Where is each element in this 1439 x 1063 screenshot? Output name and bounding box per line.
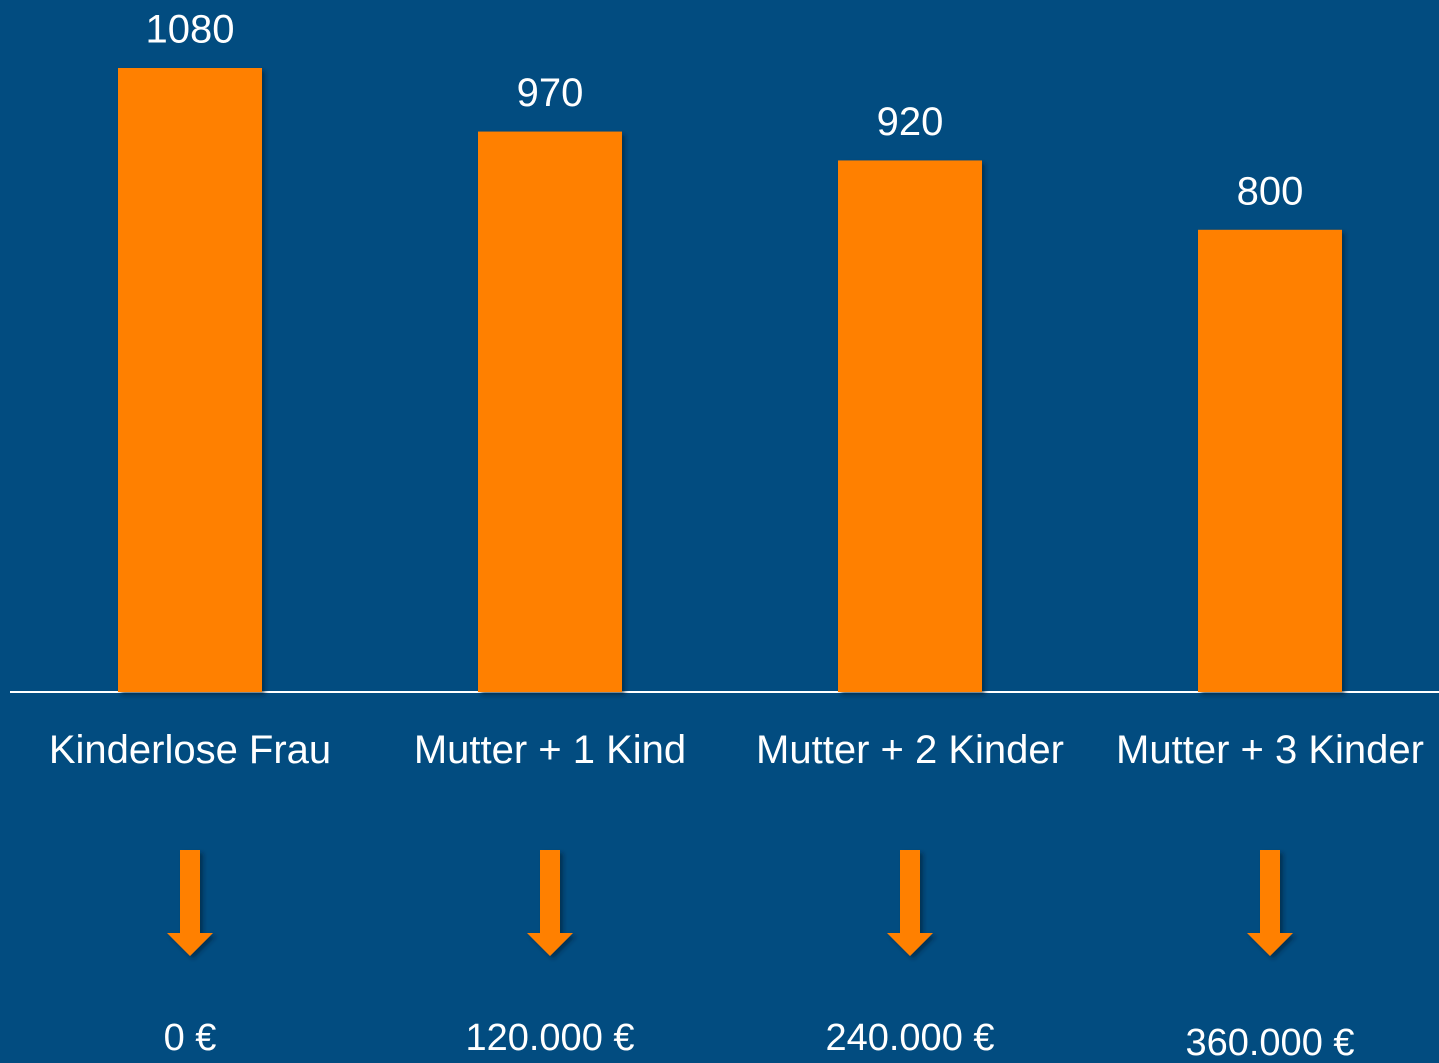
- bar: [118, 68, 262, 692]
- arrow: [1247, 850, 1293, 956]
- data-label: 1080: [146, 8, 235, 52]
- bar: [838, 160, 982, 692]
- bar: [1198, 229, 1342, 692]
- x-tick-label: Mutter + 1 Kind: [413, 728, 687, 772]
- annotation: 0 €: [164, 1017, 217, 1059]
- data-label: 800: [1237, 169, 1304, 213]
- arrow: [887, 850, 933, 956]
- annotation: 240.000 €: [825, 1017, 994, 1059]
- x-tick-label: Kinderlose Frau: [48, 728, 332, 772]
- arrow: [527, 850, 573, 956]
- x-tick-label: Mutter + 2 Kinder: [756, 728, 1064, 772]
- data-label: 970: [517, 71, 584, 115]
- data-label: 920: [877, 100, 944, 144]
- annotation: 360.000 €: [1185, 1022, 1354, 1063]
- annotation: 120.000 €: [465, 1017, 634, 1059]
- arrow: [167, 850, 213, 956]
- x-tick-label: Mutter + 3 Kinder: [1116, 728, 1424, 772]
- bar: [478, 131, 622, 693]
